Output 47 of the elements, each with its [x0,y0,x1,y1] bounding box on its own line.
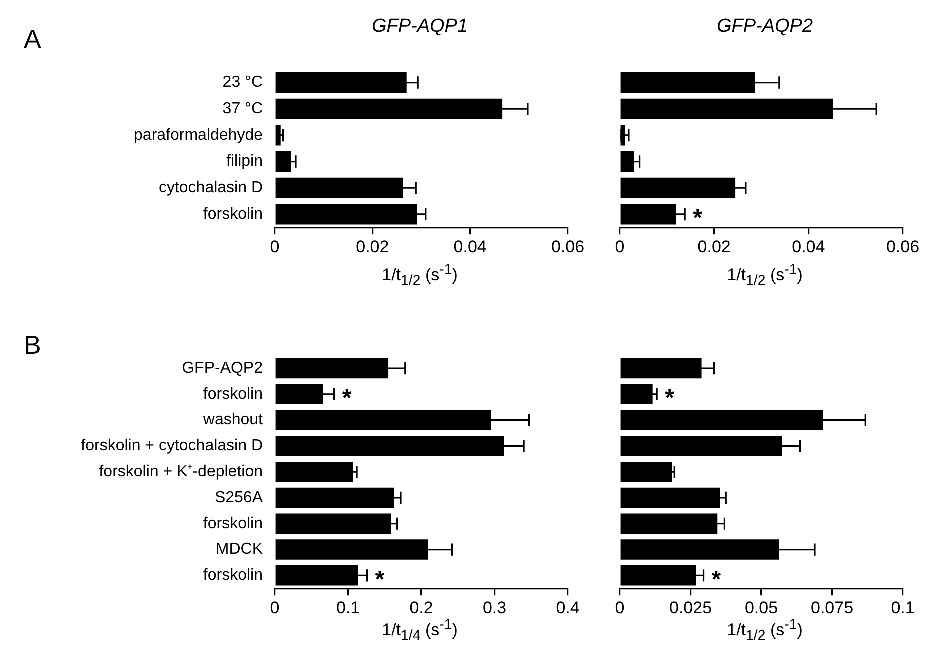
data-label: * [375,566,386,594]
x-tick-label: 0.3 [482,598,507,618]
text: A [24,24,42,55]
y-tick-label: filipin [226,153,263,170]
y-tick-label: forskolin [203,567,263,584]
text: B [24,330,42,361]
x-tick-label: 0.4 [556,598,580,618]
x-tick-label: 0.02 [356,237,390,256]
x-tick-label: 0.05 [744,598,778,618]
y-tick-label: GFP-AQP2 [182,360,264,377]
y-tick-label: forskolin [203,386,263,403]
y-tick-label: forskolin [203,206,263,223]
x-tick-label: 0.075 [810,598,854,618]
x-tick-label: 0 [615,598,625,618]
x-axis-title: 1/t$_{1/4}$ (s$^{-1}$) [381,617,459,644]
y-tick-label: 37 °C [222,100,263,118]
y-tick-label: MDCK [216,541,264,558]
data-label: * [693,205,704,232]
x-tick-label: 0.1 [336,598,360,618]
x-tick-label: 0.1 [891,598,915,618]
x-axis-title: 1/t$_{1/2}$ (s$^{-1}$) [381,262,459,290]
x-tick-label: 0.2 [410,598,434,618]
x-tick-label: 0.06 [551,237,585,256]
data-label: * [665,385,676,412]
chart-title: GFP-AQP2 [716,16,814,38]
x-tick-label: 0 [270,237,280,256]
y-tick-label: cytochalasin D [158,180,263,197]
x-tick-label: 0.04 [454,237,487,256]
y-tick-label: forskolin [203,515,263,532]
y-tick-label: paraformaldehyde [134,126,264,144]
x-tick-label: 0.025 [669,598,712,618]
data-label: * [712,566,722,594]
data-label: * [342,385,352,412]
y-tick-label: forskolin + K⁺-depletion [99,464,263,481]
x-tick-label: 0.06 [886,237,920,256]
y-tick-label: 23 °C [222,74,263,92]
y-tick-label: S256A [214,489,264,506]
y-tick-label: washout [202,412,264,429]
y-tick-label: forskolin + cytochalasin D [81,438,263,455]
x-tick-label: 0.04 [792,237,826,256]
x-tick-label: 0 [270,598,280,618]
x-tick-label: 0.02 [698,237,731,256]
x-axis-title: 1/t$_{1/2}$ (s$^{-1}$) [726,262,804,290]
x-tick-label: 0 [615,237,625,256]
bar [620,462,672,482]
x-axis-title: 1/t$_{1/2}$ (s$^{-1}$) [726,617,804,644]
chart-title: GFP-AQP1 [370,16,470,38]
